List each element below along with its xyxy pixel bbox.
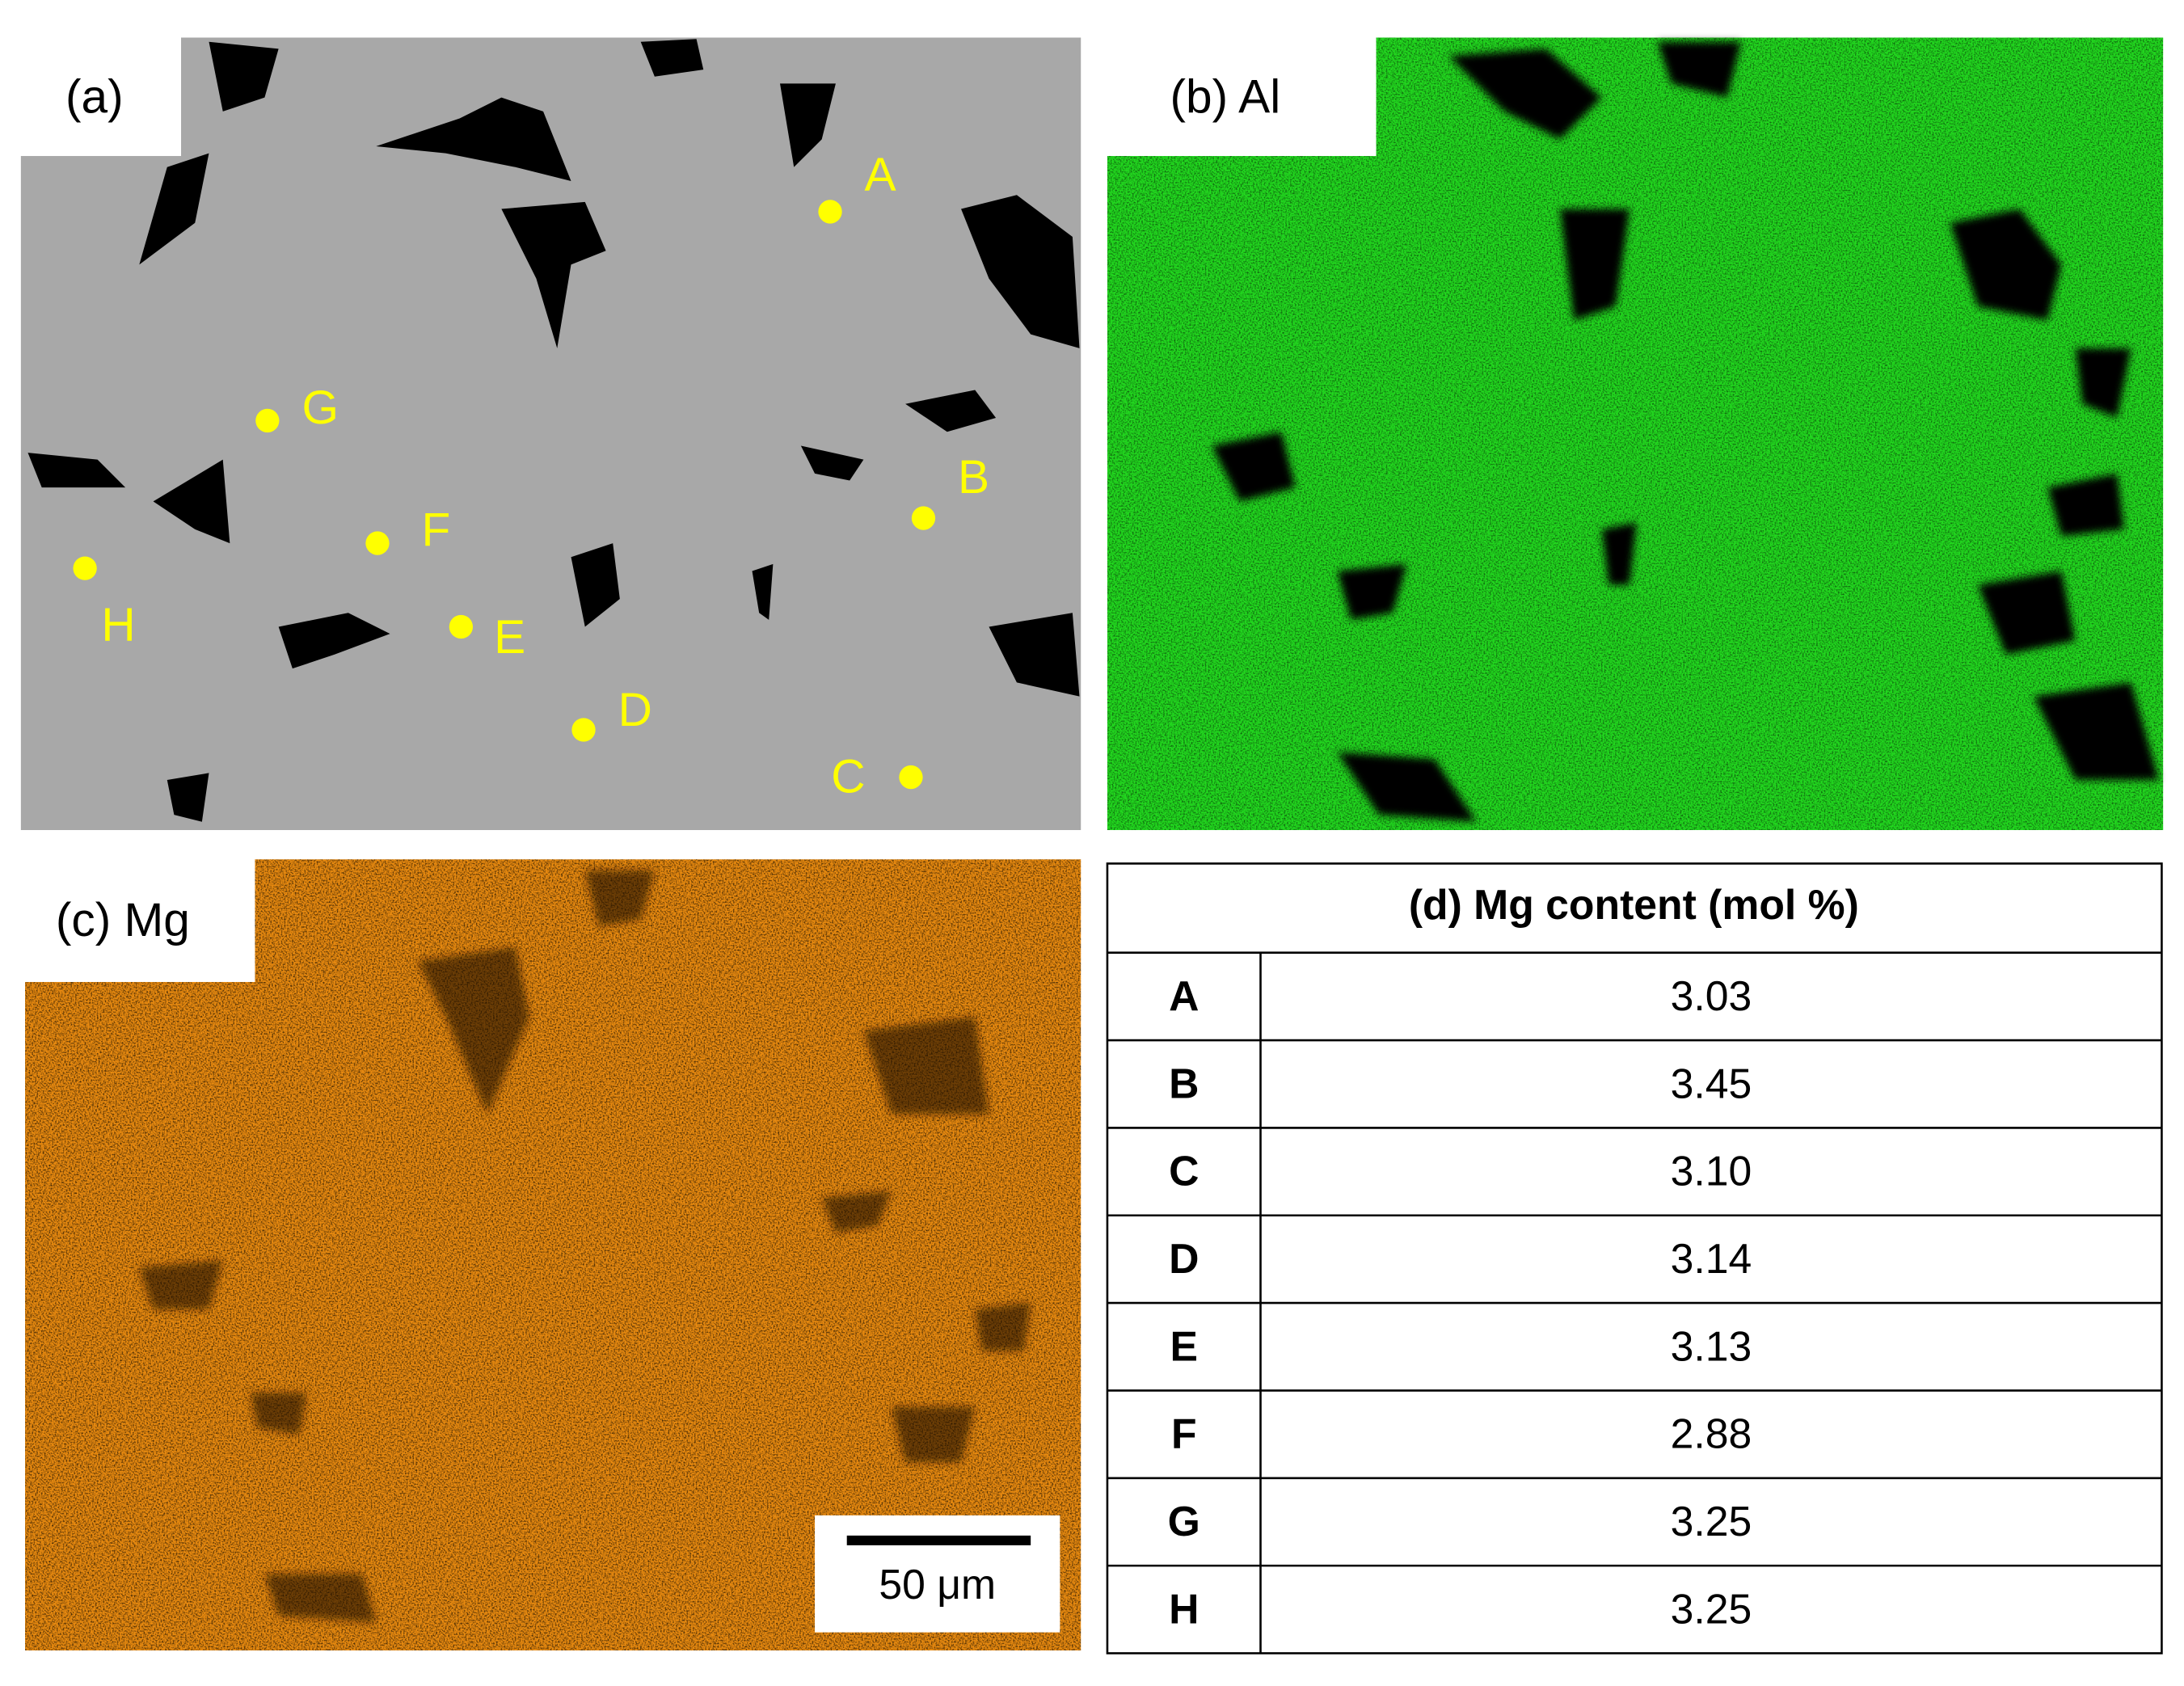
row-label: D xyxy=(1169,1235,1199,1282)
row-label: B xyxy=(1169,1060,1199,1106)
row-label: A xyxy=(1169,972,1199,1019)
row-label: E xyxy=(1170,1322,1197,1369)
panel-label: (a) xyxy=(65,71,124,124)
row-value: 3.10 xyxy=(1671,1148,1752,1195)
row-value: 3.45 xyxy=(1671,1060,1752,1106)
row-value: 3.25 xyxy=(1671,1585,1752,1632)
row-value: 3.25 xyxy=(1671,1498,1752,1545)
al-texture xyxy=(1107,37,2164,831)
points: A B C D E F G H xyxy=(73,149,989,803)
point-marker xyxy=(73,556,97,580)
row-value: 3.14 xyxy=(1671,1235,1752,1282)
table: (d) Mg content (mol %) A 3.03 B 3.45 C 3.10 D 3… xyxy=(1106,862,2163,1654)
point-label: C xyxy=(831,750,865,803)
point-marker xyxy=(449,614,474,639)
panel-a: (a) A B C D E F G H xyxy=(20,37,1081,831)
row-value: 2.88 xyxy=(1671,1410,1752,1457)
row-label: C xyxy=(1169,1148,1199,1195)
pores xyxy=(27,39,1080,822)
point-marker xyxy=(365,531,390,555)
point-label: E xyxy=(494,611,525,664)
point-label: D xyxy=(618,684,652,736)
point-marker xyxy=(571,718,596,742)
point-marker xyxy=(911,506,936,530)
point-label: H xyxy=(101,599,135,651)
panel-b: (b) Al xyxy=(1107,37,2164,831)
row-label: F xyxy=(1171,1410,1197,1457)
point-marker xyxy=(899,765,923,790)
label-box xyxy=(25,859,255,982)
point-label: A xyxy=(865,149,896,201)
row-label: G xyxy=(1168,1498,1200,1545)
row-value: 3.03 xyxy=(1671,972,1752,1019)
label-box xyxy=(20,37,182,157)
al-voids xyxy=(1212,41,2159,822)
panel-label: (b) Al xyxy=(1170,71,1281,124)
scale-bar-box xyxy=(815,1515,1060,1633)
mg-voids xyxy=(139,870,1031,1623)
table-frame xyxy=(1106,862,2163,1654)
scale-bar-label: 50 μm xyxy=(879,1561,996,1608)
mg-texture xyxy=(25,859,1081,1651)
point-label: G xyxy=(302,381,339,434)
table-title: (d) Mg content (mol %) xyxy=(1409,881,1859,928)
point-label: B xyxy=(958,451,989,504)
panel-label: (c) Mg xyxy=(56,894,190,946)
panel-c: (c) Mg 50 μm xyxy=(25,859,1081,1651)
point-marker xyxy=(818,200,842,224)
point-label: F xyxy=(421,504,450,556)
point-marker xyxy=(255,408,280,433)
label-box xyxy=(1107,37,1377,157)
row-label: H xyxy=(1169,1585,1199,1632)
row-value: 3.13 xyxy=(1671,1322,1752,1369)
